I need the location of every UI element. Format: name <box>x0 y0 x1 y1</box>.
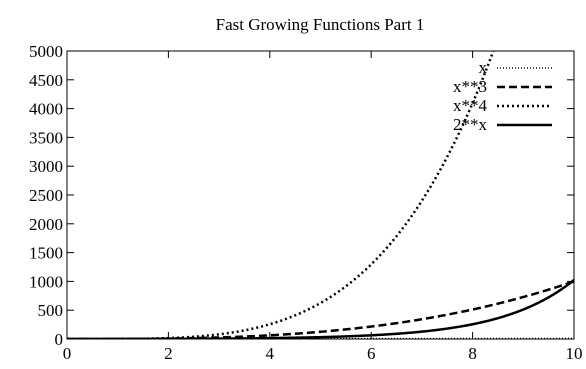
legend-label-2: x**3 <box>453 77 487 96</box>
plot-frame <box>66 50 575 340</box>
chart-title: Fast Growing Functions Part 1 <box>216 15 425 34</box>
y-tick-label: 5000 <box>29 42 63 61</box>
x-tick-label: 6 <box>367 344 376 363</box>
y-tick-label: 500 <box>38 301 64 320</box>
y-tick-label: 2000 <box>29 215 63 234</box>
y-tick-label: 3000 <box>29 157 63 176</box>
x-tick-label: 0 <box>63 344 72 363</box>
y-tick-label: 2500 <box>29 186 63 205</box>
y-tick-label: 0 <box>55 330 64 349</box>
legend-label-1: x <box>479 58 488 77</box>
y-tick-label: 4500 <box>29 71 63 90</box>
y-tick-label: 1000 <box>29 272 63 291</box>
x-tick-label: 2 <box>164 344 173 363</box>
x-tick-label: 8 <box>468 344 477 363</box>
y-tick-label: 3500 <box>29 128 63 147</box>
axes: 0 500 1000 1500 2000 2500 3000 3500 4000 4500 5000… <box>29 42 583 363</box>
x-tick-label: 4 <box>266 344 275 363</box>
legend-label-3: x**4 <box>453 96 488 115</box>
series-line-4 <box>67 279 574 339</box>
legend-label-4: 2**x <box>453 115 488 134</box>
y-tick-label: 1500 <box>29 244 63 263</box>
x-tick-label: 10 <box>566 344 583 363</box>
legend: xx**3x**42**x <box>453 58 552 134</box>
series-layer <box>67 51 574 339</box>
y-tick-label: 4000 <box>29 100 63 119</box>
series-line-2 <box>67 280 574 339</box>
